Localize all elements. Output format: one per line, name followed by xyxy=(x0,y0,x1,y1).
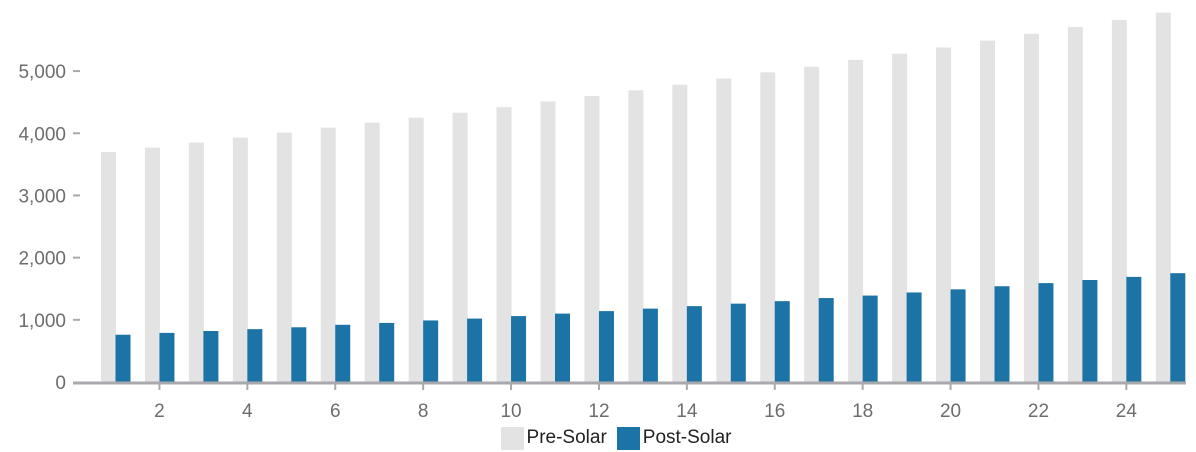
x-tick-label: 24 xyxy=(1116,401,1138,420)
legend-item-pre-solar: Pre-Solar xyxy=(500,426,607,450)
legend-label-post-solar: Post-Solar xyxy=(642,427,732,448)
x-tick-label: 6 xyxy=(330,401,341,420)
bar-post-solar-8 xyxy=(423,320,439,382)
bar-pre-solar-24 xyxy=(1111,20,1127,382)
bars-group xyxy=(101,12,1186,383)
x-tick-label: 22 xyxy=(1028,401,1049,420)
bar-pre-solar-9 xyxy=(452,112,468,382)
bar-pre-solar-21 xyxy=(980,40,995,382)
bar-post-solar-9 xyxy=(467,318,483,382)
bar-post-solar-11 xyxy=(555,313,570,382)
y-axis: 0 1,000 2,000 3,000 4,000 5,000 xyxy=(18,62,80,394)
x-tick-label: 4 xyxy=(242,401,253,420)
y-tick-label: 5,000 xyxy=(18,62,66,83)
bar-pre-solar-14 xyxy=(672,84,688,383)
x-tick-label: 18 xyxy=(852,401,873,420)
legend-label-pre-solar: Pre-Solar xyxy=(526,427,607,448)
bar-pre-solar-15 xyxy=(716,78,732,383)
bar-post-solar-16 xyxy=(774,301,790,382)
legend-item-post-solar: Post-Solar xyxy=(616,426,732,450)
y-tick-label: 3,000 xyxy=(18,186,66,207)
bar-post-solar-6 xyxy=(335,324,351,382)
bar-post-solar-3 xyxy=(203,331,219,382)
bar-post-solar-25 xyxy=(1170,273,1186,382)
x-tick-label: 20 xyxy=(940,401,961,420)
bar-post-solar-14 xyxy=(686,306,702,382)
bar-pre-solar-11 xyxy=(540,101,556,383)
bar-pre-solar-2 xyxy=(144,147,160,382)
bar-post-solar-23 xyxy=(1082,280,1098,382)
bar-post-solar-1 xyxy=(115,334,131,382)
bar-pre-solar-16 xyxy=(760,72,776,382)
bar-pre-solar-19 xyxy=(892,53,908,382)
bar-post-solar-15 xyxy=(730,303,746,382)
bar-pre-solar-5 xyxy=(276,132,292,382)
bar-post-solar-22 xyxy=(1038,283,1054,382)
y-tick-label: 0 xyxy=(55,373,66,394)
bar-post-solar-18 xyxy=(862,295,878,382)
bar-pre-solar-4 xyxy=(232,137,248,382)
bar-post-solar-12 xyxy=(598,311,614,382)
bar-post-solar-17 xyxy=(818,298,834,382)
x-tick-label: 12 xyxy=(588,401,609,420)
x-tick-label: 16 xyxy=(764,401,785,420)
bar-pre-solar-6 xyxy=(320,127,336,382)
x-tick-label: 14 xyxy=(676,401,698,420)
bar-post-solar-10 xyxy=(511,316,527,382)
bar-post-solar-20 xyxy=(950,289,966,382)
bar-post-solar-21 xyxy=(994,286,1010,382)
x-axis: 2 4 6 8 10 12 14 16 18 20 22 24 xyxy=(73,381,1186,420)
bar-post-solar-2 xyxy=(159,332,175,382)
bar-pre-solar-1 xyxy=(101,151,116,382)
y-tick-label: 1,000 xyxy=(18,311,66,332)
bar-pre-solar-17 xyxy=(804,66,820,382)
bar-pre-solar-12 xyxy=(584,95,600,382)
bar-post-solar-5 xyxy=(291,327,307,382)
bar-pre-solar-10 xyxy=(496,107,512,383)
bar-pre-solar-13 xyxy=(628,90,644,383)
bar-pre-solar-20 xyxy=(936,47,952,383)
bar-post-solar-19 xyxy=(906,292,922,382)
bar-pre-solar-7 xyxy=(364,122,380,382)
bar-post-solar-4 xyxy=(247,329,263,382)
bar-pre-solar-18 xyxy=(848,59,864,382)
y-tick-label: 4,000 xyxy=(18,124,66,145)
x-tick-label: 8 xyxy=(418,401,429,420)
y-tick-label: 2,000 xyxy=(18,249,66,270)
bar-pre-solar-23 xyxy=(1067,26,1083,382)
bar-post-solar-13 xyxy=(642,308,658,382)
x-tick-label: 10 xyxy=(500,401,521,420)
bar-post-solar-24 xyxy=(1126,276,1142,382)
x-tick-label: 2 xyxy=(154,401,165,420)
legend: Pre-Solar Post-Solar xyxy=(0,424,1196,452)
bar-pre-solar-22 xyxy=(1023,33,1039,382)
bar-pre-solar-8 xyxy=(408,117,424,382)
legend-swatch-post-solar xyxy=(616,426,640,450)
bar-pre-solar-25 xyxy=(1155,12,1171,382)
legend-swatch-pre-solar xyxy=(500,426,524,450)
bar-pre-solar-3 xyxy=(188,142,204,382)
bar-post-solar-7 xyxy=(379,322,395,382)
